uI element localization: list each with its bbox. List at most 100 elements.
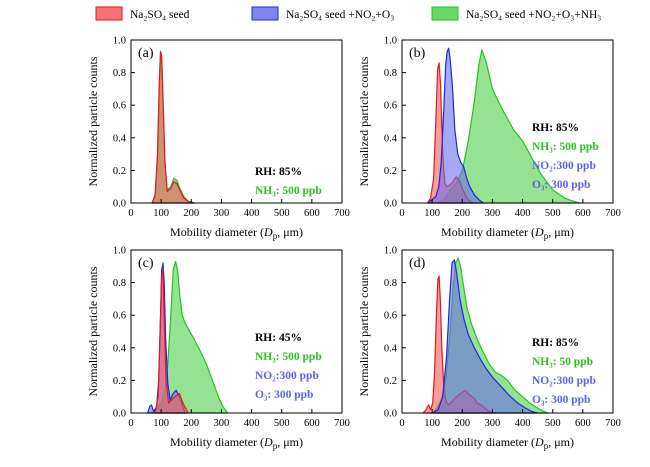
y-tick-label: 0.6 [384,311,397,322]
legend-swatch [431,6,459,21]
y-tick-label: 0.2 [113,166,126,177]
x-tick-label: 0 [128,418,133,429]
y-tick-label: 0.6 [113,101,126,112]
x-axis-title: Mobility diameter (Dp, μm) [441,435,574,451]
x-tick-label: 300 [214,418,230,429]
series-area-seed [154,269,189,414]
y-tick-label: 0.6 [384,101,397,112]
x-tick-label: 500 [545,208,561,219]
panel-label: (a) [138,46,154,61]
y-tick-label: 0.8 [384,278,397,289]
y-tick-label: 0.8 [384,68,397,79]
x-axis-title: Mobility diameter (Dp, μm) [170,225,303,241]
x-tick-label: 100 [153,418,169,429]
y-axis-title: Normalized particle counts [86,56,100,186]
x-tick-label: 400 [515,208,531,219]
x-tick-label: 400 [244,208,260,219]
y-tick-label: 0.2 [384,376,397,387]
panel-c: 0 100 200 300 400 500 600 700 0.0 0.2 0.4 0.6 0.8 1.0… [86,246,350,452]
y-axis-title: Normalized particle counts [357,266,371,396]
annotation: NH₃: 500 ppb [532,141,599,153]
x-tick-label: 500 [274,418,290,429]
y-tick-label: 0.4 [384,343,398,354]
y-tick-label: 0.0 [384,409,397,420]
plot-frame [401,39,614,204]
x-tick-label: 0 [399,418,404,429]
y-tick-label: 0.8 [113,68,126,79]
x-tick-label: 600 [575,208,591,219]
x-tick-label: 700 [334,208,350,219]
legend-swatch [95,6,123,21]
plot-frame [401,249,614,414]
annotation: NH₃: 500 ppb [255,185,322,197]
y-tick-label: 0.8 [113,278,126,289]
series-area-seed [151,50,195,204]
y-axis-title: Normalized particle counts [86,266,100,396]
y-tick-label: 1.0 [113,36,126,47]
annotation: NO₂:300 ppb [255,370,319,382]
x-tick-label: 700 [605,418,621,429]
y-tick-label: 1.0 [384,246,397,257]
plot-frame [130,39,343,204]
annotation: NO₂:300 ppb [532,160,596,172]
y-tick-label: 0.2 [384,166,397,177]
panel-label: (c) [138,256,154,271]
y-tick-label: 0.0 [113,409,126,420]
x-tick-label: 600 [575,418,591,429]
annotation: O₃: 300 ppb [532,179,590,191]
annotation: NH₃: 50 ppb [532,356,593,368]
annotation: NO₂:300 ppb [532,375,596,387]
legend-item-no2o3: Na₂SO₄ seed +NO₂+O₃ [251,6,394,21]
y-tick-label: 1.0 [113,246,126,257]
x-tick-label: 200 [454,418,470,429]
series-area-no2o3 [431,259,539,414]
legend: Na₂SO₄ seed Na₂SO₄ seed +NO₂+O₃ Na₂SO₄ see… [95,6,601,21]
x-tick-label: 400 [515,418,531,429]
panel-a: 0 100 200 300 400 500 600 700 0.0 0.2 0.4 0.6 0.8 1.0… [86,36,350,242]
legend-label: Na₂SO₄ seed +NO₂+O₃ [286,9,394,21]
annotation: RH: 45% [255,332,302,344]
y-axis-title: Normalized particle counts [357,56,371,186]
annotation: RH: 85% [255,166,302,178]
y-tick-label: 0.4 [384,133,398,144]
annotation: O₃: 300 ppb [255,389,313,401]
x-tick-label: 0 [399,208,404,219]
y-tick-label: 0.6 [113,311,126,322]
chart-panels: 0 100 200 300 400 500 600 700 0.0 0.2 0.4 0.6 0.8 1.0… [86,36,621,452]
y-tick-label: 0.4 [113,343,127,354]
x-tick-label: 700 [334,418,350,429]
x-tick-label: 600 [304,418,320,429]
x-tick-label: 600 [304,208,320,219]
y-tick-label: 1.0 [384,36,397,47]
panel-d: 0 100 200 300 400 500 600 700 0.0 0.2 0.4 0.6 0.8 1.0… [357,246,621,452]
annotation: RH: 85% [532,337,579,349]
annotation: NH₃: 500 ppb [255,351,322,363]
series-area-no2o3 [427,47,484,204]
annotation: O₃: 300 ppb [532,394,590,406]
legend-item-nh3: Na₂SO₄ seed +NO₂+O₃+NH₃ [431,6,601,21]
legend-swatch [251,6,279,21]
x-tick-label: 500 [545,418,561,429]
x-tick-label: 500 [274,208,290,219]
panel-label: (d) [409,256,426,271]
x-tick-label: 100 [424,418,440,429]
legend-label: Na₂SO₄ seed [130,9,190,21]
x-tick-label: 300 [485,418,501,429]
y-tick-label: 0.0 [384,199,397,210]
panel-b: 0 100 200 300 400 500 600 700 0.0 0.2 0.4 0.6 0.8 1.0… [357,36,621,242]
annotation: RH: 85% [532,122,579,134]
x-tick-label: 700 [605,208,621,219]
legend-label: Na₂SO₄ seed +NO₂+O₃+NH₃ [466,9,601,21]
x-tick-label: 200 [183,418,199,429]
x-tick-label: 0 [128,208,133,219]
x-tick-label: 200 [183,208,199,219]
x-tick-label: 400 [244,418,260,429]
y-tick-label: 0.2 [113,376,126,387]
x-axis-title: Mobility diameter (Dp, μm) [441,225,574,241]
legend-item-seed: Na₂SO₄ seed [95,6,190,21]
x-tick-label: 300 [214,208,230,219]
plot-frame [130,249,343,414]
x-tick-label: 100 [424,208,440,219]
x-tick-label: 300 [485,208,501,219]
